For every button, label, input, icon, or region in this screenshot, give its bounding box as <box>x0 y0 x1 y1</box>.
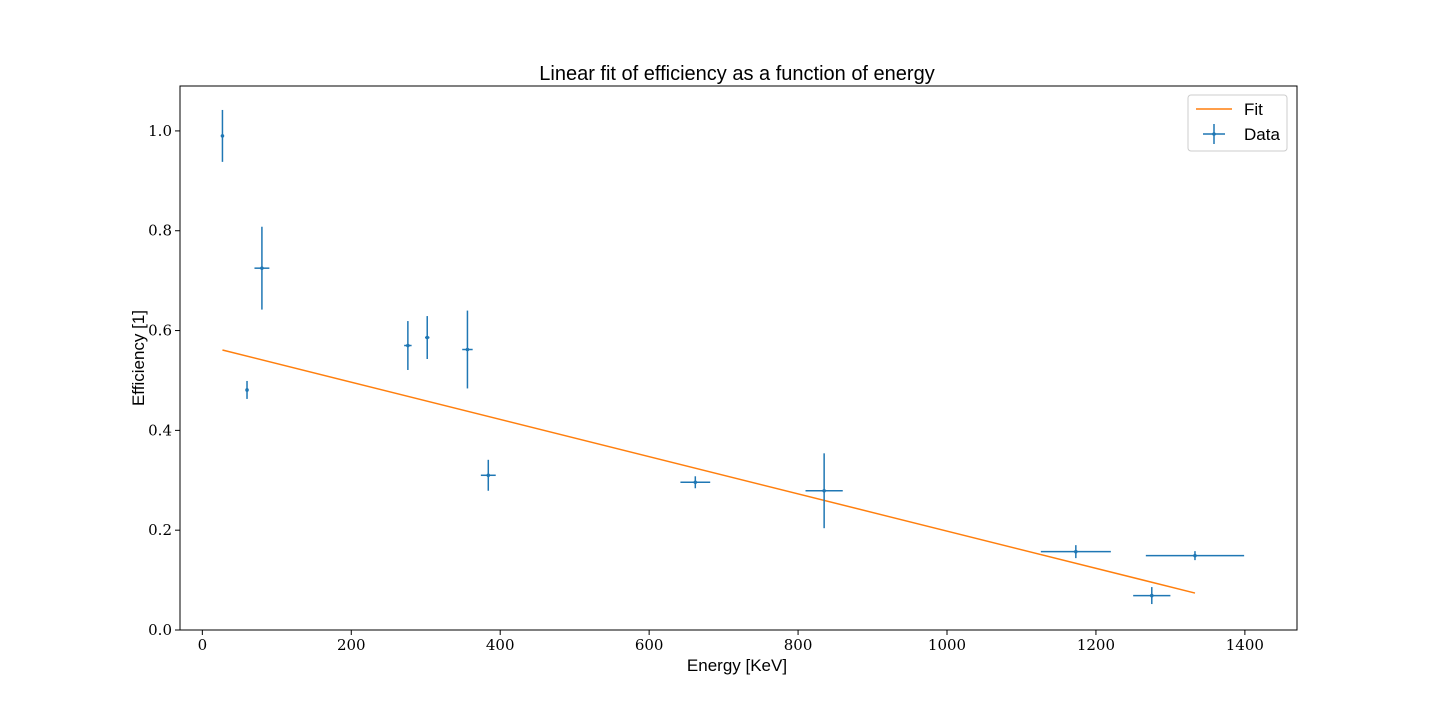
x-tick-label: 800 <box>784 636 813 654</box>
fit-line <box>222 349 1196 594</box>
data-point <box>680 476 711 489</box>
data-point <box>404 321 412 370</box>
x-tick-label: 1200 <box>1077 636 1115 654</box>
data-marker <box>465 347 470 352</box>
y-axis-ticks: 0.0 0.2 0.4 0.6 0.8 1.0 <box>148 122 180 639</box>
data-point <box>805 453 843 529</box>
data-point <box>424 316 430 359</box>
data-marker <box>1193 553 1197 558</box>
data-marker <box>822 488 826 493</box>
legend-data-label: Data <box>1244 125 1280 144</box>
data-marker <box>406 343 410 348</box>
x-tick-label: 200 <box>337 636 366 654</box>
data-marker <box>693 480 698 485</box>
data-point <box>462 310 473 389</box>
data-point <box>1040 545 1111 559</box>
data-marker <box>245 388 249 392</box>
x-axis-label: Energy [KeV] <box>687 656 787 675</box>
data-marker <box>425 335 430 340</box>
plot-area <box>179 85 1298 631</box>
y-axis-label: Efficiency [1] <box>129 310 148 406</box>
data-marker <box>260 266 264 270</box>
y-tick-label: 0.4 <box>148 421 172 439</box>
data-marker <box>1074 549 1078 554</box>
x-tick-label: 0 <box>198 636 208 654</box>
data-point <box>245 380 249 399</box>
y-tick-label: 0.8 <box>148 222 172 240</box>
y-tick-label: 1.0 <box>148 122 172 140</box>
data-point <box>254 226 270 310</box>
y-tick-label: 0.0 <box>148 621 172 639</box>
x-axis-ticks: 0 200 400 600 800 1000 1200 1400 <box>198 630 1264 654</box>
y-tick-label: 0.6 <box>148 322 172 340</box>
data-point <box>1133 587 1171 605</box>
data-point <box>1145 551 1245 561</box>
data-marker <box>1149 593 1154 598</box>
chart-title: Linear fit of efficiency as a function o… <box>539 63 934 85</box>
legend-fit-label: Fit <box>1244 100 1263 119</box>
fit-series <box>222 349 1196 594</box>
x-tick-label: 1400 <box>1226 636 1264 654</box>
legend: Fit Data <box>1187 94 1288 152</box>
data-point <box>480 459 496 491</box>
data-series <box>220 109 1245 605</box>
x-tick-label: 1000 <box>928 636 966 654</box>
x-tick-label: 400 <box>486 636 515 654</box>
legend-data-marker <box>1212 132 1216 136</box>
data-marker <box>486 473 491 478</box>
y-tick-label: 0.2 <box>148 521 172 539</box>
data-marker <box>220 134 225 138</box>
x-tick-label: 600 <box>635 636 664 654</box>
data-point <box>220 109 225 162</box>
